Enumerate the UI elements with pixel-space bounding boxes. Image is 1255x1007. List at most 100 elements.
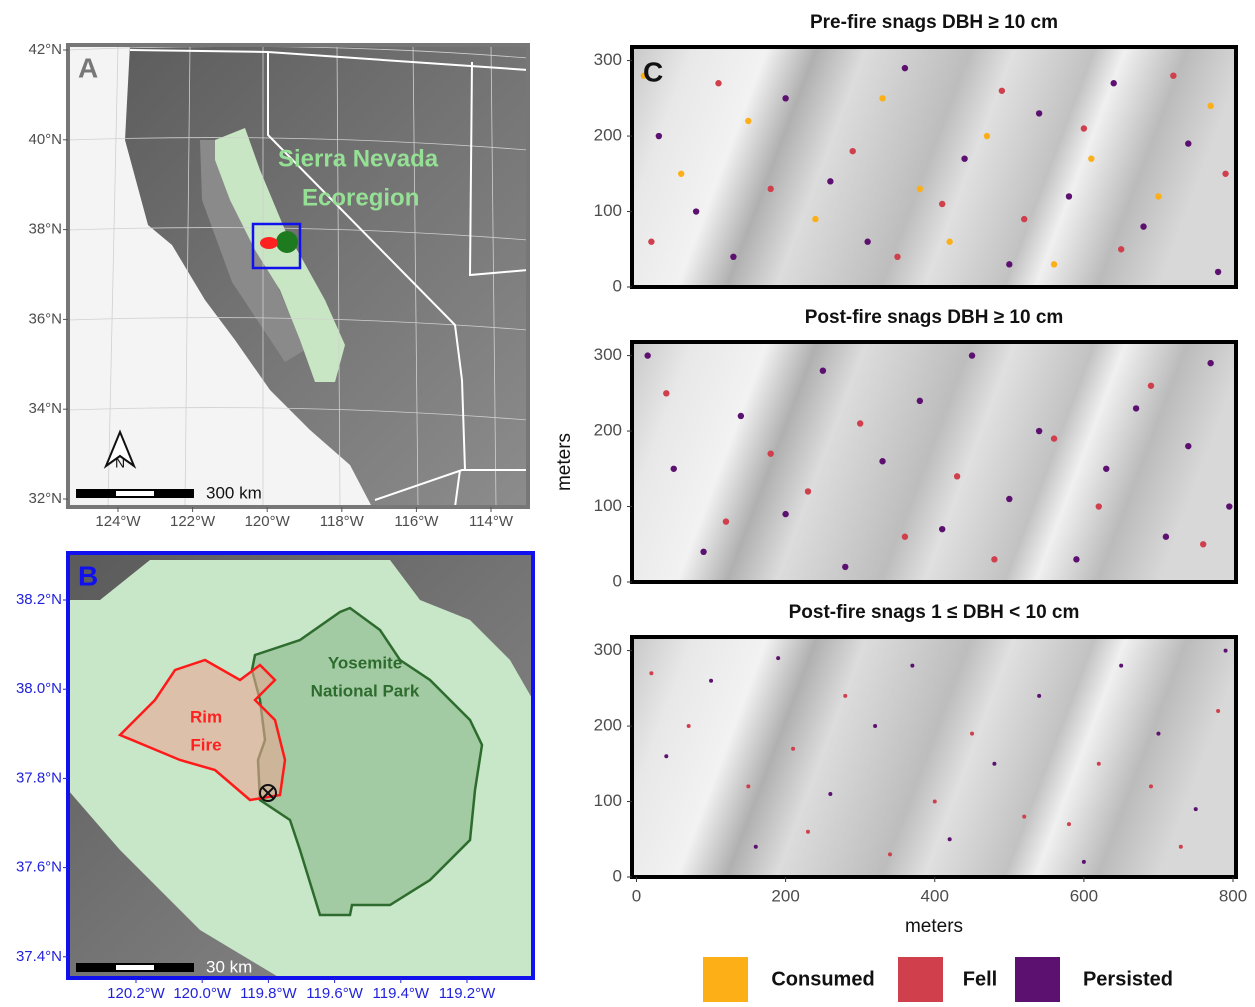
snag-point: [745, 118, 751, 124]
chart-title: Post-fire snags DBH ≥ 10 cm: [805, 307, 1064, 328]
snag-point: [933, 800, 937, 804]
y-tick-label: 100: [594, 496, 622, 515]
chart-title: Post-fire snags 1 ≤ DBH < 10 cm: [789, 602, 1080, 623]
snag-point: [805, 488, 811, 494]
y-tick-label: 0: [613, 276, 622, 295]
lon-label: 119.6°W: [306, 985, 363, 1002]
snag-point: [1133, 405, 1139, 411]
x-tick-label: 0: [632, 886, 641, 905]
snag-point: [1082, 860, 1086, 864]
lon-label: 124°W: [95, 513, 141, 530]
snag-point: [820, 367, 826, 373]
snag-point: [1185, 443, 1191, 449]
snag-point: [954, 473, 960, 479]
snag-point: [946, 239, 952, 245]
y-tick-label: 300: [594, 50, 622, 69]
snag-point: [1156, 732, 1160, 736]
snag-point: [738, 413, 744, 419]
snag-point: [939, 201, 945, 207]
snag-point: [1066, 193, 1072, 199]
snag-point: [1179, 845, 1183, 849]
snag-point: [1006, 496, 1012, 502]
y-tick-label: 200: [594, 126, 622, 145]
map-a: Sierra Nevada Ecoregion N 300 km A: [68, 45, 528, 507]
lon-label: 120°W: [245, 513, 291, 530]
snag-point: [1036, 428, 1042, 434]
snag-point: [644, 352, 650, 358]
snag-point: [961, 155, 967, 161]
snag-point: [1149, 784, 1153, 788]
panel-label: B: [78, 560, 98, 591]
y-tick-label: 100: [594, 201, 622, 220]
snag-point: [767, 450, 773, 456]
lat-label: 38°N: [28, 221, 62, 238]
snag-point: [1222, 171, 1228, 177]
lon-label: 119.2°W: [439, 985, 496, 1002]
snag-point: [970, 732, 974, 736]
snag-point: [782, 511, 788, 517]
snag-point: [917, 186, 923, 192]
legend-swatch: [898, 957, 943, 1002]
snag-point: [910, 664, 914, 668]
lat-label: 36°N: [28, 310, 62, 327]
x-tick-label: 200: [771, 886, 799, 905]
y-tick-label: 300: [594, 640, 622, 659]
snag-point: [879, 458, 885, 464]
x-tick-label: 400: [921, 886, 949, 905]
snag-point: [948, 837, 952, 841]
snag-point: [1081, 125, 1087, 131]
snag-point: [723, 518, 729, 524]
y-tick-label: 100: [594, 791, 622, 810]
snag-point: [649, 671, 653, 675]
scale-label: 300 km: [206, 483, 262, 502]
lon-label: 116°W: [394, 513, 439, 530]
lon-label: 119.8°W: [240, 985, 297, 1002]
snag-point: [700, 549, 706, 555]
snag-point: [1036, 110, 1042, 116]
lat-label: 37.4°N: [16, 948, 62, 965]
park-label: National Park: [311, 681, 420, 700]
lat-label: 37.8°N: [16, 769, 62, 786]
map-b: Yosemite National Park Rim Fire 30 km B: [68, 553, 533, 978]
lat-label: 32°N: [28, 490, 62, 507]
annotation: Sierra Nevada: [278, 145, 439, 172]
figure: Sierra Nevada Ecoregion N 300 km A Yosem…: [0, 0, 1255, 1002]
snag-point: [671, 466, 677, 472]
snag-point: [917, 398, 923, 404]
legend-label: Persisted: [1083, 968, 1173, 990]
snag-point: [1215, 269, 1221, 275]
lon-label: 120.0°W: [173, 985, 232, 1002]
snag-point: [857, 420, 863, 426]
snag-point: [864, 239, 870, 245]
scale-bar: [116, 965, 154, 970]
snag-point: [1088, 155, 1094, 161]
snag-point: [1037, 694, 1041, 698]
legend-label: Fell: [963, 968, 997, 990]
snag-point: [902, 534, 908, 540]
snag-point: [1170, 72, 1176, 78]
lat-label: 40°N: [28, 131, 62, 148]
north-label: N: [115, 455, 125, 471]
snag-point: [791, 747, 795, 751]
chart-title: Pre-fire snags DBH ≥ 10 cm: [810, 12, 1058, 33]
panel-label: C: [643, 56, 663, 87]
snag-point: [782, 95, 788, 101]
legend-swatch: [1015, 957, 1060, 1002]
snag-point: [1119, 664, 1123, 668]
lon-label: 122°W: [170, 513, 216, 530]
snag-point: [1073, 556, 1079, 562]
snag-point: [879, 95, 885, 101]
snag-point: [709, 679, 713, 683]
snag-point: [1111, 80, 1117, 86]
snag-point: [754, 845, 758, 849]
snag-point: [1140, 223, 1146, 229]
snag-point: [730, 254, 736, 260]
snag-point: [939, 526, 945, 532]
lon-label: 119.4°W: [373, 985, 430, 1002]
snag-point: [1207, 103, 1213, 109]
snag-point: [1022, 815, 1026, 819]
plot-background: [632, 342, 1236, 582]
lat-label: 37.6°N: [16, 859, 62, 876]
snag-point: [1163, 534, 1169, 540]
y-tick-label: 200: [594, 421, 622, 440]
